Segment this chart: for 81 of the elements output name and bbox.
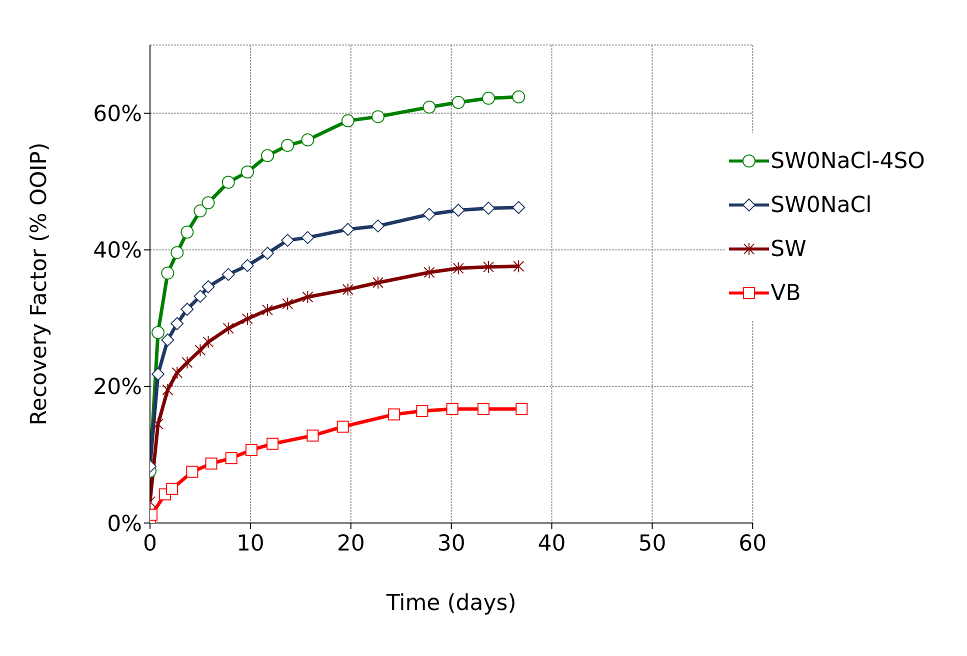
point [222,268,235,281]
point [202,280,215,294]
point [194,204,207,218]
x-tick-label: 20 [336,532,365,557]
point [186,466,198,478]
x-axis-title: Time (days) [385,591,516,616]
point [225,452,238,464]
point [336,420,349,433]
point [341,222,354,236]
point [166,482,178,495]
point [222,176,235,189]
x-tick-label: 40 [538,532,566,557]
point [482,92,495,105]
point [194,290,207,303]
point [261,149,274,162]
point [342,282,354,296]
point [424,266,435,279]
point [180,302,194,316]
point [446,402,458,415]
point [372,110,385,124]
point [422,208,436,221]
point [512,201,526,214]
y-tick-label: 40% [93,238,142,264]
point [152,417,164,430]
point [482,202,495,215]
point [282,297,294,310]
x-tick-label: 10 [236,532,264,557]
legend-label: SW0NaCl [770,192,872,218]
point [452,204,465,217]
point [202,196,215,210]
legend-label: SW0NaCl-4SO [770,148,925,174]
x-tick-label: 60 [738,532,767,557]
point [266,438,279,450]
x-tick-label: 50 [638,532,666,557]
point [242,312,253,326]
point [261,246,274,260]
point [422,100,436,114]
point [161,266,174,280]
point [262,303,274,316]
point [170,246,184,260]
point [301,231,314,244]
point [152,368,165,381]
point [482,260,494,274]
legend-label: VB [770,280,801,306]
point [281,234,294,247]
point [180,226,194,239]
point [416,405,428,418]
point [301,133,314,146]
point [302,290,314,304]
point [240,166,254,179]
point [172,366,183,380]
point [372,276,384,290]
point [194,344,206,357]
point [513,260,524,273]
point [205,458,218,470]
point [240,259,254,272]
point [388,408,400,420]
point [452,96,465,109]
point [202,336,214,349]
legend-label: SW [770,236,806,262]
point [182,356,193,370]
point [222,322,234,335]
y-axis-title: Recovery Factor (% OOIP) [26,142,52,426]
point [245,444,258,456]
point [306,430,319,442]
y-tick-label: 60% [93,102,142,128]
point [516,402,528,415]
point [161,333,174,346]
point [281,138,294,152]
point [162,383,174,396]
point [152,326,165,339]
point [372,219,385,232]
point [341,114,354,128]
point [452,262,464,275]
x-tick-label: 0 [143,532,157,557]
point [512,90,526,104]
point [477,402,490,415]
point [170,317,184,330]
y-tick-label: 20% [93,375,142,400]
x-tick-label: 30 [437,532,466,557]
y-tick-label: 0% [107,512,142,537]
